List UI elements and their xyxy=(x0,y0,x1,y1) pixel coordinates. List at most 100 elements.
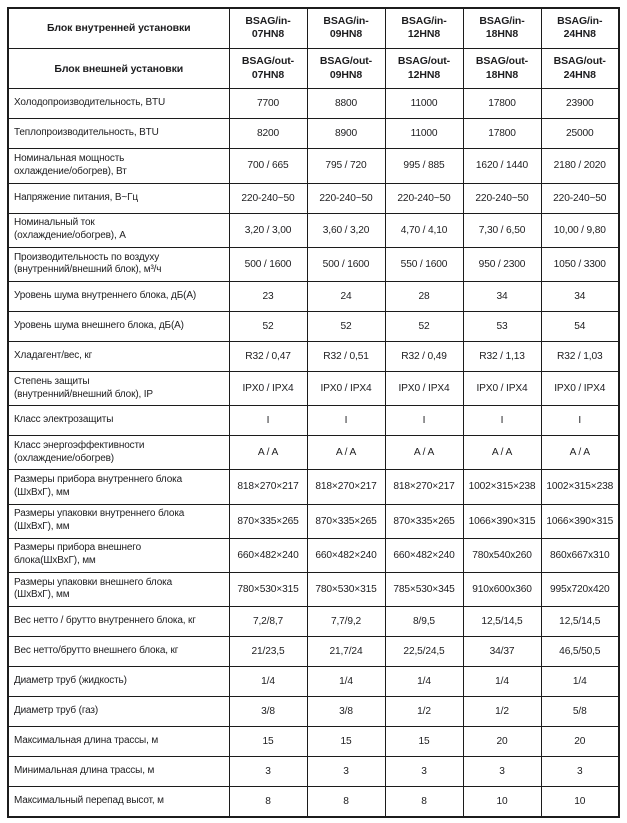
spec-value-cell: 21,7/24 xyxy=(306,636,386,668)
spec-value-cell: 780x540x260 xyxy=(462,537,542,573)
model-name: BSAG/in- 07HN8 xyxy=(228,7,308,49)
spec-row-label: Номинальная мощность охлаждение/обогрев)… xyxy=(7,148,230,184)
spec-value-cell: 3/8 xyxy=(306,696,386,728)
spec-value-cell: 34 xyxy=(540,280,620,312)
spec-row: Размеры упаковки внутреннего блока (ШхВх… xyxy=(7,503,620,539)
spec-value-cell: 8 xyxy=(384,786,464,818)
spec-value-cell: 12,5/14,5 xyxy=(540,606,620,638)
spec-value-cell: 660×482×240 xyxy=(228,537,308,573)
spec-value-cell: I xyxy=(540,405,620,437)
spec-value-cell: R32 / 1,13 xyxy=(462,340,542,372)
spec-value-cell: 2180 / 2020 xyxy=(540,148,620,184)
spec-value-cell: A / A xyxy=(462,435,542,471)
header-row-label: Блок внутренней установки xyxy=(7,7,230,49)
spec-row: Вес нетто/брутто внешнего блока, кг 21/23… xyxy=(7,636,620,668)
spec-row-label: Вес нетто / брутто внутреннего блока, кг xyxy=(7,606,230,638)
spec-table-body: Блок внутренней установки BSAG/in- 07HN8 B… xyxy=(7,7,620,818)
spec-row-label: Класс электрозащиты xyxy=(7,405,230,437)
spec-row-label: Холодопроизводительность, BTU xyxy=(7,88,230,120)
spec-value-cell: 1050 / 3300 xyxy=(540,246,620,282)
spec-value-cell: 1/4 xyxy=(540,666,620,698)
spec-value-cell: 15 xyxy=(384,726,464,758)
spec-value-cell: 5/8 xyxy=(540,696,620,728)
spec-row: Диаметр труб (жидкость) 1/4 1/4 1/4 1/4 1/4 xyxy=(7,666,620,698)
spec-value-cell: 25000 xyxy=(540,118,620,150)
spec-row-label: Теплопроизводительность, BTU xyxy=(7,118,230,150)
spec-value-cell: 15 xyxy=(228,726,308,758)
spec-value-cell: 550 / 1600 xyxy=(384,246,464,282)
spec-row: Степень защиты (внутренний/внешний блок)… xyxy=(7,370,620,407)
spec-row: Теплопроизводительность, BTU 8200 8900 1100… xyxy=(7,118,620,150)
spec-row-label: Уровень шума внутреннего блока, дБ(А) xyxy=(7,280,230,312)
spec-row-label: Уровень шума внешнего блока, дБ(А) xyxy=(7,310,230,342)
spec-value-cell: 870×335×265 xyxy=(384,503,464,539)
model-name: BSAG/in- 18HN8 xyxy=(462,7,542,49)
header-row: Блок внешней установки BSAG/out- 07HN8 BSA… xyxy=(7,47,620,90)
spec-value-cell: 10 xyxy=(462,786,542,818)
spec-row: Хладагент/вес, кг R32 / 0,47 R32 / 0,51 R32… xyxy=(7,340,620,372)
spec-value-cell: I xyxy=(228,405,308,437)
spec-value-cell: 500 / 1600 xyxy=(306,246,386,282)
spec-value-cell: 1/4 xyxy=(306,666,386,698)
spec-table: Блок внутренней установки BSAG/in- 07HN8 B… xyxy=(7,7,620,818)
spec-value-cell: 780×530×315 xyxy=(306,571,386,608)
spec-value-cell: 7,2/8,7 xyxy=(228,606,308,638)
spec-value-cell: 11000 xyxy=(384,88,464,120)
spec-row: Номинальная мощность охлаждение/обогрев)… xyxy=(7,148,620,184)
spec-row-label: Размеры прибора внутреннего блока (ШхВхГ… xyxy=(7,469,230,505)
spec-value-cell: 34/37 xyxy=(462,636,542,668)
spec-value-cell: A / A xyxy=(228,435,308,471)
spec-row-label: Класс энергоэффективности (охлаждение/об… xyxy=(7,435,230,471)
spec-row-label: Размеры прибора внешнего блока(ШхВхГ), м… xyxy=(7,537,230,573)
spec-value-cell: 10 xyxy=(540,786,620,818)
spec-value-cell: 3/8 xyxy=(228,696,308,728)
spec-value-cell: 3 xyxy=(462,756,542,788)
spec-row: Напряжение питания, В~Гц 220-240~50 220-24… xyxy=(7,182,620,214)
spec-row-label: Хладагент/вес, кг xyxy=(7,340,230,372)
spec-row: Максимальная длина трассы, м 15 15 15 20 20 xyxy=(7,726,620,758)
spec-row: Размеры прибора внутреннего блока (ШхВхГ… xyxy=(7,469,620,505)
spec-value-cell: 8 xyxy=(306,786,386,818)
spec-value-cell: 22,5/24,5 xyxy=(384,636,464,668)
spec-value-cell: 818×270×217 xyxy=(384,469,464,505)
spec-value-cell: 10,00 / 9,80 xyxy=(540,212,620,248)
spec-value-cell: IPX0 / IPX4 xyxy=(462,370,542,407)
spec-row-label: Размеры упаковки внешнего блока (ШхВхГ),… xyxy=(7,571,230,608)
spec-value-cell: 15 xyxy=(306,726,386,758)
spec-value-cell: 28 xyxy=(384,280,464,312)
spec-value-cell: 46,5/50,5 xyxy=(540,636,620,668)
spec-value-cell: 220-240~50 xyxy=(306,182,386,214)
spec-value-cell: 220-240~50 xyxy=(462,182,542,214)
spec-value-cell: 52 xyxy=(228,310,308,342)
model-name: BSAG/out- 07HN8 xyxy=(228,47,308,90)
spec-value-cell: 53 xyxy=(462,310,542,342)
spec-value-cell: I xyxy=(462,405,542,437)
spec-row: Диаметр труб (газ) 3/8 3/8 1/2 1/2 5/8 xyxy=(7,696,620,728)
spec-row: Производительность по воздуху (внутренни… xyxy=(7,246,620,282)
spec-value-cell: 8 xyxy=(228,786,308,818)
spec-value-cell: 1/2 xyxy=(384,696,464,728)
spec-value-cell: 20 xyxy=(462,726,542,758)
model-name: BSAG/out- 09HN8 xyxy=(306,47,386,90)
spec-value-cell: 12,5/14,5 xyxy=(462,606,542,638)
spec-value-cell: IPX0 / IPX4 xyxy=(228,370,308,407)
spec-value-cell: 21/23,5 xyxy=(228,636,308,668)
model-name: BSAG/out- 24HN8 xyxy=(540,47,620,90)
spec-row-label: Минимальная длина трассы, м xyxy=(7,756,230,788)
spec-value-cell: 220-240~50 xyxy=(540,182,620,214)
spec-row: Холодопроизводительность, BTU 7700 8800 110… xyxy=(7,88,620,120)
spec-value-cell: 1620 / 1440 xyxy=(462,148,542,184)
spec-value-cell: R32 / 1,03 xyxy=(540,340,620,372)
model-name: BSAG/out- 12HN8 xyxy=(384,47,464,90)
spec-row-label: Напряжение питания, В~Гц xyxy=(7,182,230,214)
spec-value-cell: 1002×315×238 xyxy=(540,469,620,505)
spec-row-label: Вес нетто/брутто внешнего блока, кг xyxy=(7,636,230,668)
spec-value-cell: 795 / 720 xyxy=(306,148,386,184)
spec-value-cell: 1/4 xyxy=(462,666,542,698)
spec-value-cell: 660×482×240 xyxy=(306,537,386,573)
spec-value-cell: 3 xyxy=(228,756,308,788)
spec-value-cell: 3,20 / 3,00 xyxy=(228,212,308,248)
spec-value-cell: 780×530×315 xyxy=(228,571,308,608)
spec-value-cell: 1/4 xyxy=(384,666,464,698)
